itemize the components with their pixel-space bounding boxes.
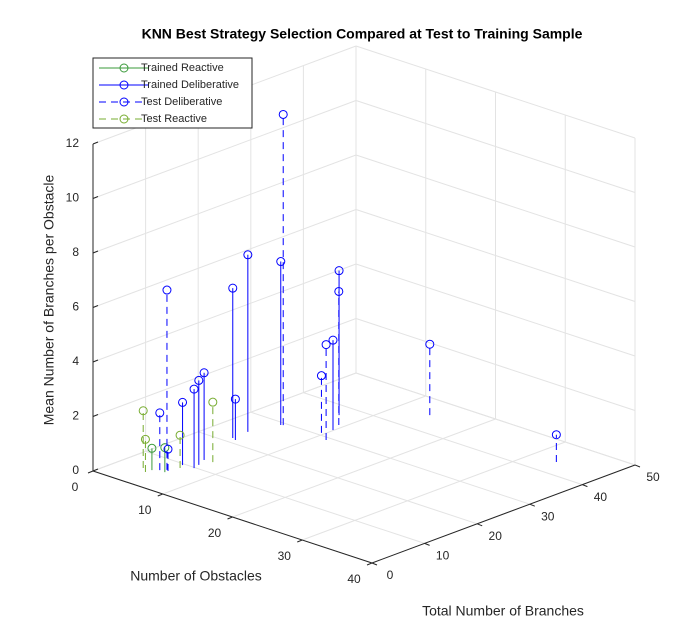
grid-line (355, 318, 636, 411)
x-axis-label: Number of Obstacles (130, 568, 262, 584)
stem-marker (321, 340, 331, 350)
z-tick-label: 6 (72, 300, 79, 314)
y-axis-label: Total Number of Branches (422, 603, 584, 619)
legend-label: Trained Reactive (141, 62, 224, 74)
legend-label: Trained Deliberative (141, 79, 239, 91)
grid-line (355, 100, 636, 193)
z-tick-label: 2 (72, 409, 79, 423)
z-tick (92, 414, 99, 417)
legend: Trained Reactive Trained Deliberative Test… (92, 57, 253, 129)
legend-marker (119, 97, 129, 107)
x-tick (227, 516, 233, 520)
stem-marker (328, 335, 338, 345)
stem-marker (138, 406, 148, 416)
z-tick (92, 359, 99, 363)
x-tick-label: 30 (278, 549, 292, 563)
y-tick-label: 0 (387, 568, 394, 582)
y-tick-label: 40 (594, 490, 608, 504)
stem-marker (147, 443, 157, 453)
grid-line (355, 372, 636, 466)
grid-line (145, 450, 425, 544)
grid-line (355, 263, 636, 357)
x-tick (87, 470, 94, 474)
stem-marker (155, 408, 165, 418)
x-tick-label: 10 (138, 503, 152, 517)
z-tick-label: 4 (72, 354, 79, 368)
z-tick (92, 141, 99, 145)
y-tick-label: 10 (436, 549, 450, 563)
x-tick (297, 539, 303, 543)
stem-marker (199, 368, 209, 378)
x-tick (366, 562, 373, 566)
y-tick-label: 20 (489, 529, 503, 543)
stem-marker (175, 430, 185, 440)
x-tick-label: 20 (208, 526, 222, 540)
z-tick (92, 196, 99, 199)
stem-marker (276, 257, 286, 267)
stem-marker (228, 283, 238, 293)
y-axis (371, 464, 636, 564)
z-tick-label: 10 (66, 191, 80, 205)
chart-title: KNN Best Strategy Selection Compared at … (142, 26, 583, 42)
legend-label: Test Reactive (141, 113, 207, 125)
grid-line (355, 45, 636, 139)
stem-marker (194, 375, 204, 385)
y-tick-label: 30 (541, 509, 555, 523)
stem-marker (334, 266, 344, 276)
y-tick (529, 503, 535, 507)
legend-box (92, 57, 253, 129)
grid-line (92, 263, 357, 363)
z-tick (92, 305, 99, 308)
grid-line (303, 392, 583, 486)
x-tick-label: 40 (347, 572, 361, 586)
stem-marker (278, 109, 288, 119)
grid-line (250, 411, 530, 505)
grid-line (198, 431, 478, 525)
grid-line (92, 318, 357, 417)
grid-line (92, 100, 357, 199)
stem-marker (425, 339, 435, 349)
y-tick (477, 523, 483, 527)
legend-marker (119, 114, 129, 124)
stem-marker (162, 285, 172, 295)
stem-marker (189, 384, 199, 394)
y-tick (424, 542, 430, 546)
legend-marker (119, 80, 129, 90)
x-tick (157, 493, 163, 497)
grid-line (355, 154, 636, 248)
stem-marker (178, 397, 188, 407)
grid-line (232, 418, 496, 518)
grid-line (355, 209, 636, 302)
z-tick (92, 250, 99, 254)
stem-marker (243, 250, 253, 260)
legend-marker (119, 63, 129, 73)
grid-line (92, 209, 357, 308)
z-tick-label: 8 (72, 245, 79, 259)
stem-marker (334, 286, 344, 296)
stem-marker (140, 434, 150, 444)
stem-marker (163, 444, 173, 454)
stem-marker (230, 394, 240, 404)
grid-line (92, 372, 357, 472)
stem-marker (316, 371, 326, 381)
y-tick (582, 484, 588, 488)
y-tick (634, 464, 641, 468)
grid-line (302, 441, 566, 541)
z-axis-label: Mean Number of Branches per Obstacle (41, 175, 57, 426)
stem-marker (208, 397, 218, 407)
x-tick-label: 0 (72, 480, 79, 494)
grid-line (162, 395, 426, 495)
stem-marker (551, 430, 561, 440)
y-tick (371, 562, 378, 566)
z-tick (92, 468, 99, 472)
legend-label: Test Deliberative (141, 96, 222, 108)
y-tick-label: 50 (646, 470, 660, 484)
z-tick-label: 0 (72, 463, 79, 477)
z-tick-label: 12 (66, 136, 80, 150)
grid-line (92, 154, 357, 254)
